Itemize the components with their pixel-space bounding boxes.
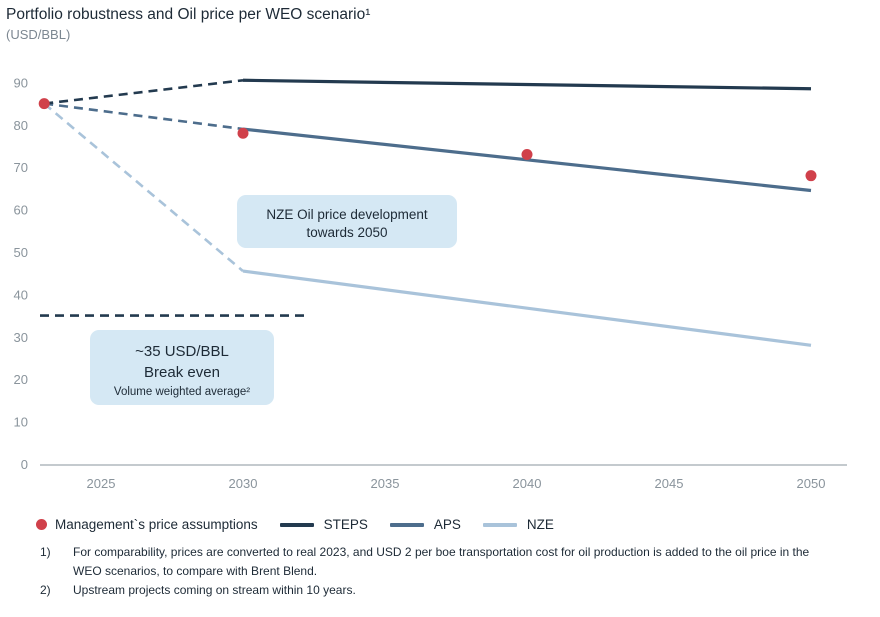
legend-swatch-aps — [389, 522, 424, 527]
footnote-1: 1) For comparability, prices are convert… — [40, 543, 830, 581]
y-tick-label: 20 — [14, 372, 28, 387]
nze-annotation-text: towards 2050 — [306, 225, 387, 240]
series-nze-dashed — [43, 102, 244, 273]
x-tick-label: 2030 — [229, 476, 258, 491]
management-price-point — [237, 127, 249, 139]
series-nze-solid — [242, 269, 812, 347]
x-tick-label: 2050 — [797, 476, 826, 491]
annotation-boxes: NZE Oil price development towards 2050 ~35… — [90, 195, 457, 405]
legend-label-nze: NZE — [526, 517, 554, 532]
management-price-point — [521, 148, 533, 160]
legend-label-steps: STEPS — [323, 517, 368, 532]
footnote-2-number: 2) — [40, 583, 51, 597]
footnote-1-number: 1) — [40, 545, 51, 559]
y-tick-label: 60 — [14, 203, 28, 218]
legend: Management`s price assumptions STEPS APS… — [36, 517, 576, 532]
y-tick-label: 10 — [14, 415, 28, 430]
y-tick-label: 70 — [14, 160, 28, 175]
legend-item-nze: NZE — [482, 517, 554, 532]
legend-item-steps: STEPS — [279, 517, 368, 532]
footnotes: 1) For comparability, prices are convert… — [40, 543, 830, 600]
legend-label-aps: APS — [433, 517, 461, 532]
footnote-2-text: Upstream projects coming on stream withi… — [73, 583, 356, 597]
legend-item-aps: APS — [389, 517, 461, 532]
y-tick-label: 0 — [21, 457, 28, 472]
y-tick-label: 30 — [14, 330, 28, 345]
x-tick-label: 2025 — [87, 476, 116, 491]
nze-annotation-box — [237, 195, 457, 248]
footnote-2: 2) Upstream projects coming on stream wi… — [40, 581, 830, 600]
legend-label-management: Management`s price assumptions — [55, 517, 258, 532]
breakeven-annotation-box — [90, 330, 274, 405]
series-aps-dashed — [44, 102, 244, 131]
chart-subtitle: (USD/BBL) — [6, 27, 71, 42]
management-price-point — [38, 98, 50, 110]
management-price-point — [805, 170, 817, 182]
legend-swatch-steps — [279, 522, 314, 527]
x-tick-label: 2035 — [371, 476, 400, 491]
management-points — [38, 98, 817, 182]
x-tick-label: 2045 — [655, 476, 684, 491]
breakeven-annotation-text: Volume weighted average² — [114, 386, 250, 398]
y-axis-ticks: 0 10 20 30 40 50 60 70 80 90 — [14, 75, 28, 472]
x-axis-ticks: 2025 2030 2035 2040 2045 2050 — [87, 476, 826, 491]
series-steps-solid — [242, 78, 812, 91]
legend-item-management: Management`s price assumptions — [36, 517, 258, 532]
legend-swatch-nze — [482, 522, 517, 527]
legend-dot-management — [36, 519, 47, 530]
x-tick-label: 2040 — [513, 476, 542, 491]
nze-annotation-text: NZE Oil price development — [266, 207, 428, 222]
y-tick-label: 90 — [14, 75, 28, 90]
y-tick-label: 50 — [14, 245, 28, 260]
breakeven-annotation-text: Break even — [144, 364, 220, 381]
series-steps-dashed — [44, 78, 244, 105]
y-tick-label: 40 — [14, 287, 28, 302]
chart-title: Portfolio robustness and Oil price per W… — [6, 6, 371, 23]
breakeven-annotation-text: ~35 USD/BBL — [135, 343, 229, 360]
y-tick-label: 80 — [14, 118, 28, 133]
footnote-1-text: For comparability, prices are converted … — [73, 545, 810, 578]
